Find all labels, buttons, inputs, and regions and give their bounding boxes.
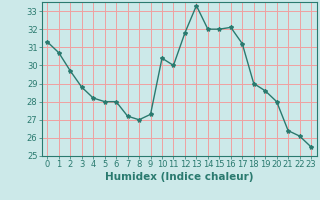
X-axis label: Humidex (Indice chaleur): Humidex (Indice chaleur) [105, 172, 253, 182]
